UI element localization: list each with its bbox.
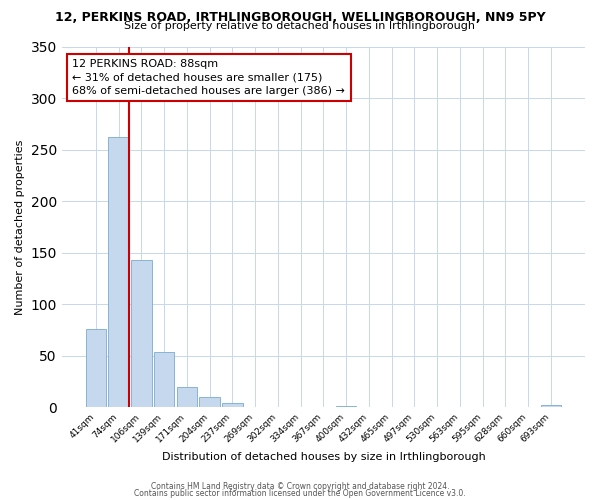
Text: 12, PERKINS ROAD, IRTHLINGBOROUGH, WELLINGBOROUGH, NN9 5PY: 12, PERKINS ROAD, IRTHLINGBOROUGH, WELLI… <box>55 11 545 24</box>
Y-axis label: Number of detached properties: Number of detached properties <box>15 139 25 314</box>
Bar <box>222 403 242 407</box>
Bar <box>131 260 152 407</box>
Text: Size of property relative to detached houses in Irthlingborough: Size of property relative to detached ho… <box>125 21 476 31</box>
Bar <box>199 397 220 407</box>
Bar <box>176 386 197 407</box>
Bar <box>541 405 561 407</box>
Text: Contains public sector information licensed under the Open Government Licence v3: Contains public sector information licen… <box>134 489 466 498</box>
Bar <box>109 137 129 407</box>
Bar <box>336 406 356 407</box>
Bar <box>154 352 175 407</box>
Text: 12 PERKINS ROAD: 88sqm
← 31% of detached houses are smaller (175)
68% of semi-de: 12 PERKINS ROAD: 88sqm ← 31% of detached… <box>72 59 345 96</box>
Text: Contains HM Land Registry data © Crown copyright and database right 2024.: Contains HM Land Registry data © Crown c… <box>151 482 449 491</box>
X-axis label: Distribution of detached houses by size in Irthlingborough: Distribution of detached houses by size … <box>161 452 485 462</box>
Bar <box>86 329 106 407</box>
